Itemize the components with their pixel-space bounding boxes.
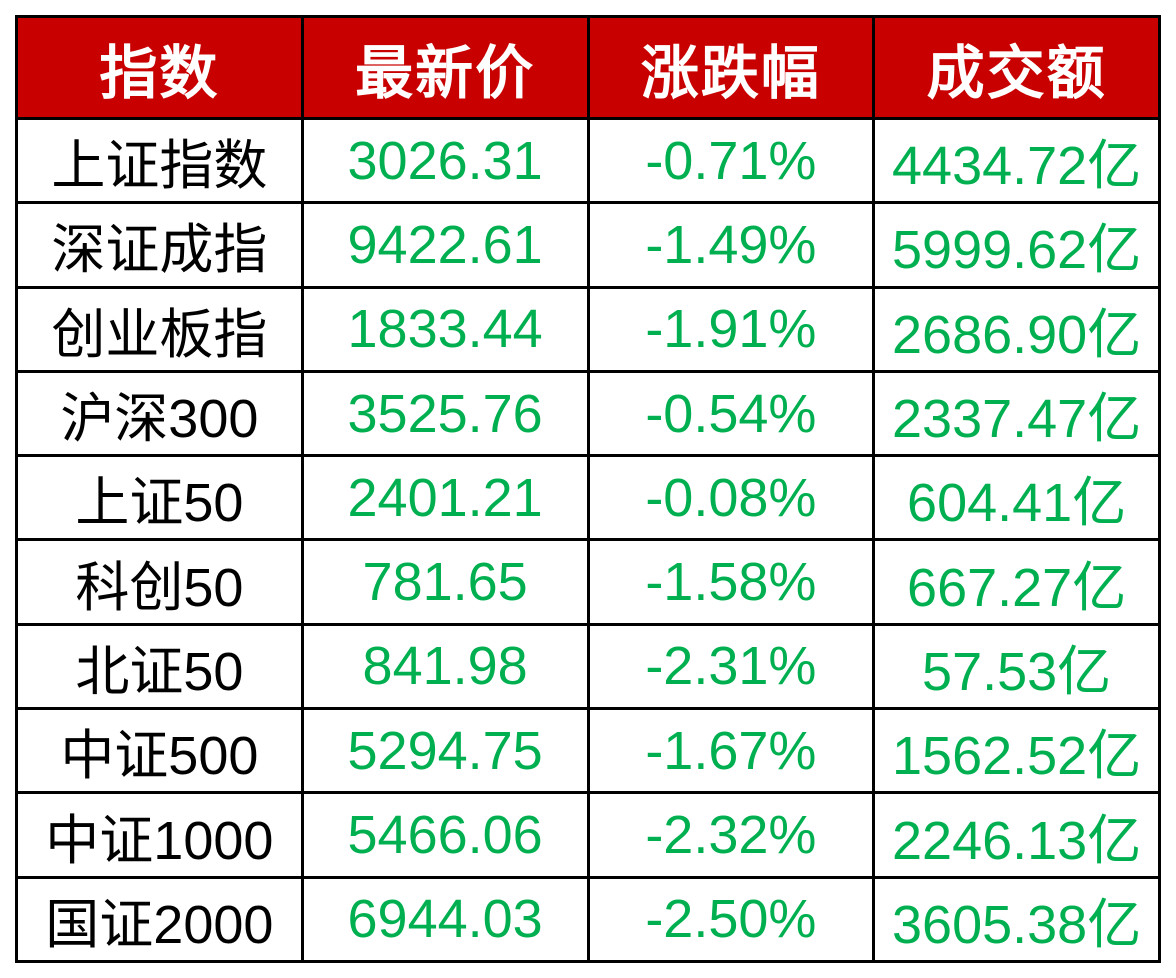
index-name-cell: 上证指数	[15, 116, 304, 205]
table-row: 中证500 5294.75 -1.67% 1562.52亿	[15, 707, 1161, 795]
latest-price-cell: 3026.31	[300, 116, 590, 205]
table-row: 沪深300 3525.76 -0.54% 2337.47亿	[15, 369, 1161, 458]
turnover-cell: 604.41亿	[872, 454, 1161, 542]
index-name-cell: 创业板指	[15, 285, 304, 373]
change-percent-cell: -1.91%	[586, 285, 876, 373]
header-cell-index: 指数	[15, 15, 304, 120]
latest-price-cell: 1833.44	[300, 285, 590, 373]
index-quote-table: 指数 最新价 涨跌幅 成交额 上证指数 3026.31 -0.71% 4434.…	[15, 15, 1161, 964]
index-name-cell: 科创50	[15, 538, 304, 626]
turnover-cell: 2686.90亿	[872, 285, 1161, 373]
latest-price-cell: 5466.06	[300, 791, 590, 879]
table-header: 指数 最新价 涨跌幅 成交额	[15, 15, 1161, 120]
change-percent-cell: -2.31%	[586, 622, 876, 711]
change-percent-cell: -0.71%	[586, 116, 876, 205]
index-name-cell: 深证成指	[15, 201, 304, 289]
table-row: 创业板指 1833.44 -1.91% 2686.90亿	[15, 285, 1161, 373]
header-cell-turnover: 成交额	[872, 15, 1161, 120]
change-percent-cell: -2.50%	[586, 875, 876, 964]
header-row: 指数 最新价 涨跌幅 成交额	[15, 15, 1161, 120]
latest-price-cell: 5294.75	[300, 707, 590, 795]
change-percent-cell: -0.08%	[586, 454, 876, 542]
table-row: 上证指数 3026.31 -0.71% 4434.72亿	[15, 116, 1161, 205]
turnover-cell: 57.53亿	[872, 622, 1161, 711]
index-name-cell: 北证50	[15, 622, 304, 711]
latest-price-cell: 2401.21	[300, 454, 590, 542]
latest-price-cell: 6944.03	[300, 875, 590, 964]
index-quote-table-container: 指数 最新价 涨跌幅 成交额 上证指数 3026.31 -0.71% 4434.…	[15, 15, 1161, 964]
latest-price-cell: 9422.61	[300, 201, 590, 289]
turnover-cell: 5999.62亿	[872, 201, 1161, 289]
index-name-cell: 国证2000	[15, 875, 304, 964]
change-percent-cell: -2.32%	[586, 791, 876, 879]
table-row: 科创50 781.65 -1.58% 667.27亿	[15, 538, 1161, 626]
turnover-cell: 3605.38亿	[872, 875, 1161, 964]
turnover-cell: 4434.72亿	[872, 116, 1161, 205]
table-row: 深证成指 9422.61 -1.49% 5999.62亿	[15, 201, 1161, 289]
turnover-cell: 1562.52亿	[872, 707, 1161, 795]
table-row: 北证50 841.98 -2.31% 57.53亿	[15, 622, 1161, 711]
turnover-cell: 667.27亿	[872, 538, 1161, 626]
change-percent-cell: -0.54%	[586, 369, 876, 458]
change-percent-cell: -1.67%	[586, 707, 876, 795]
latest-price-cell: 841.98	[300, 622, 590, 711]
header-cell-change-percent: 涨跌幅	[586, 15, 876, 120]
latest-price-cell: 3525.76	[300, 369, 590, 458]
turnover-cell: 2337.47亿	[872, 369, 1161, 458]
index-name-cell: 中证1000	[15, 791, 304, 879]
change-percent-cell: -1.49%	[586, 201, 876, 289]
index-name-cell: 沪深300	[15, 369, 304, 458]
header-cell-latest-price: 最新价	[300, 15, 590, 120]
table-row: 中证1000 5466.06 -2.32% 2246.13亿	[15, 791, 1161, 879]
change-percent-cell: -1.58%	[586, 538, 876, 626]
latest-price-cell: 781.65	[300, 538, 590, 626]
turnover-cell: 2246.13亿	[872, 791, 1161, 879]
table-body: 上证指数 3026.31 -0.71% 4434.72亿 深证成指 9422.6…	[15, 116, 1161, 964]
index-name-cell: 上证50	[15, 454, 304, 542]
table-row: 上证50 2401.21 -0.08% 604.41亿	[15, 454, 1161, 542]
table-row: 国证2000 6944.03 -2.50% 3605.38亿	[15, 875, 1161, 964]
index-name-cell: 中证500	[15, 707, 304, 795]
